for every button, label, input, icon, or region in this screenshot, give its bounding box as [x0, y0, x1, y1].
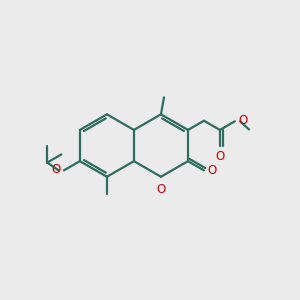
Text: O: O [215, 150, 224, 164]
Text: O: O [51, 163, 60, 176]
Text: O: O [156, 183, 166, 196]
Text: O: O [208, 164, 217, 177]
Text: O: O [238, 114, 247, 127]
